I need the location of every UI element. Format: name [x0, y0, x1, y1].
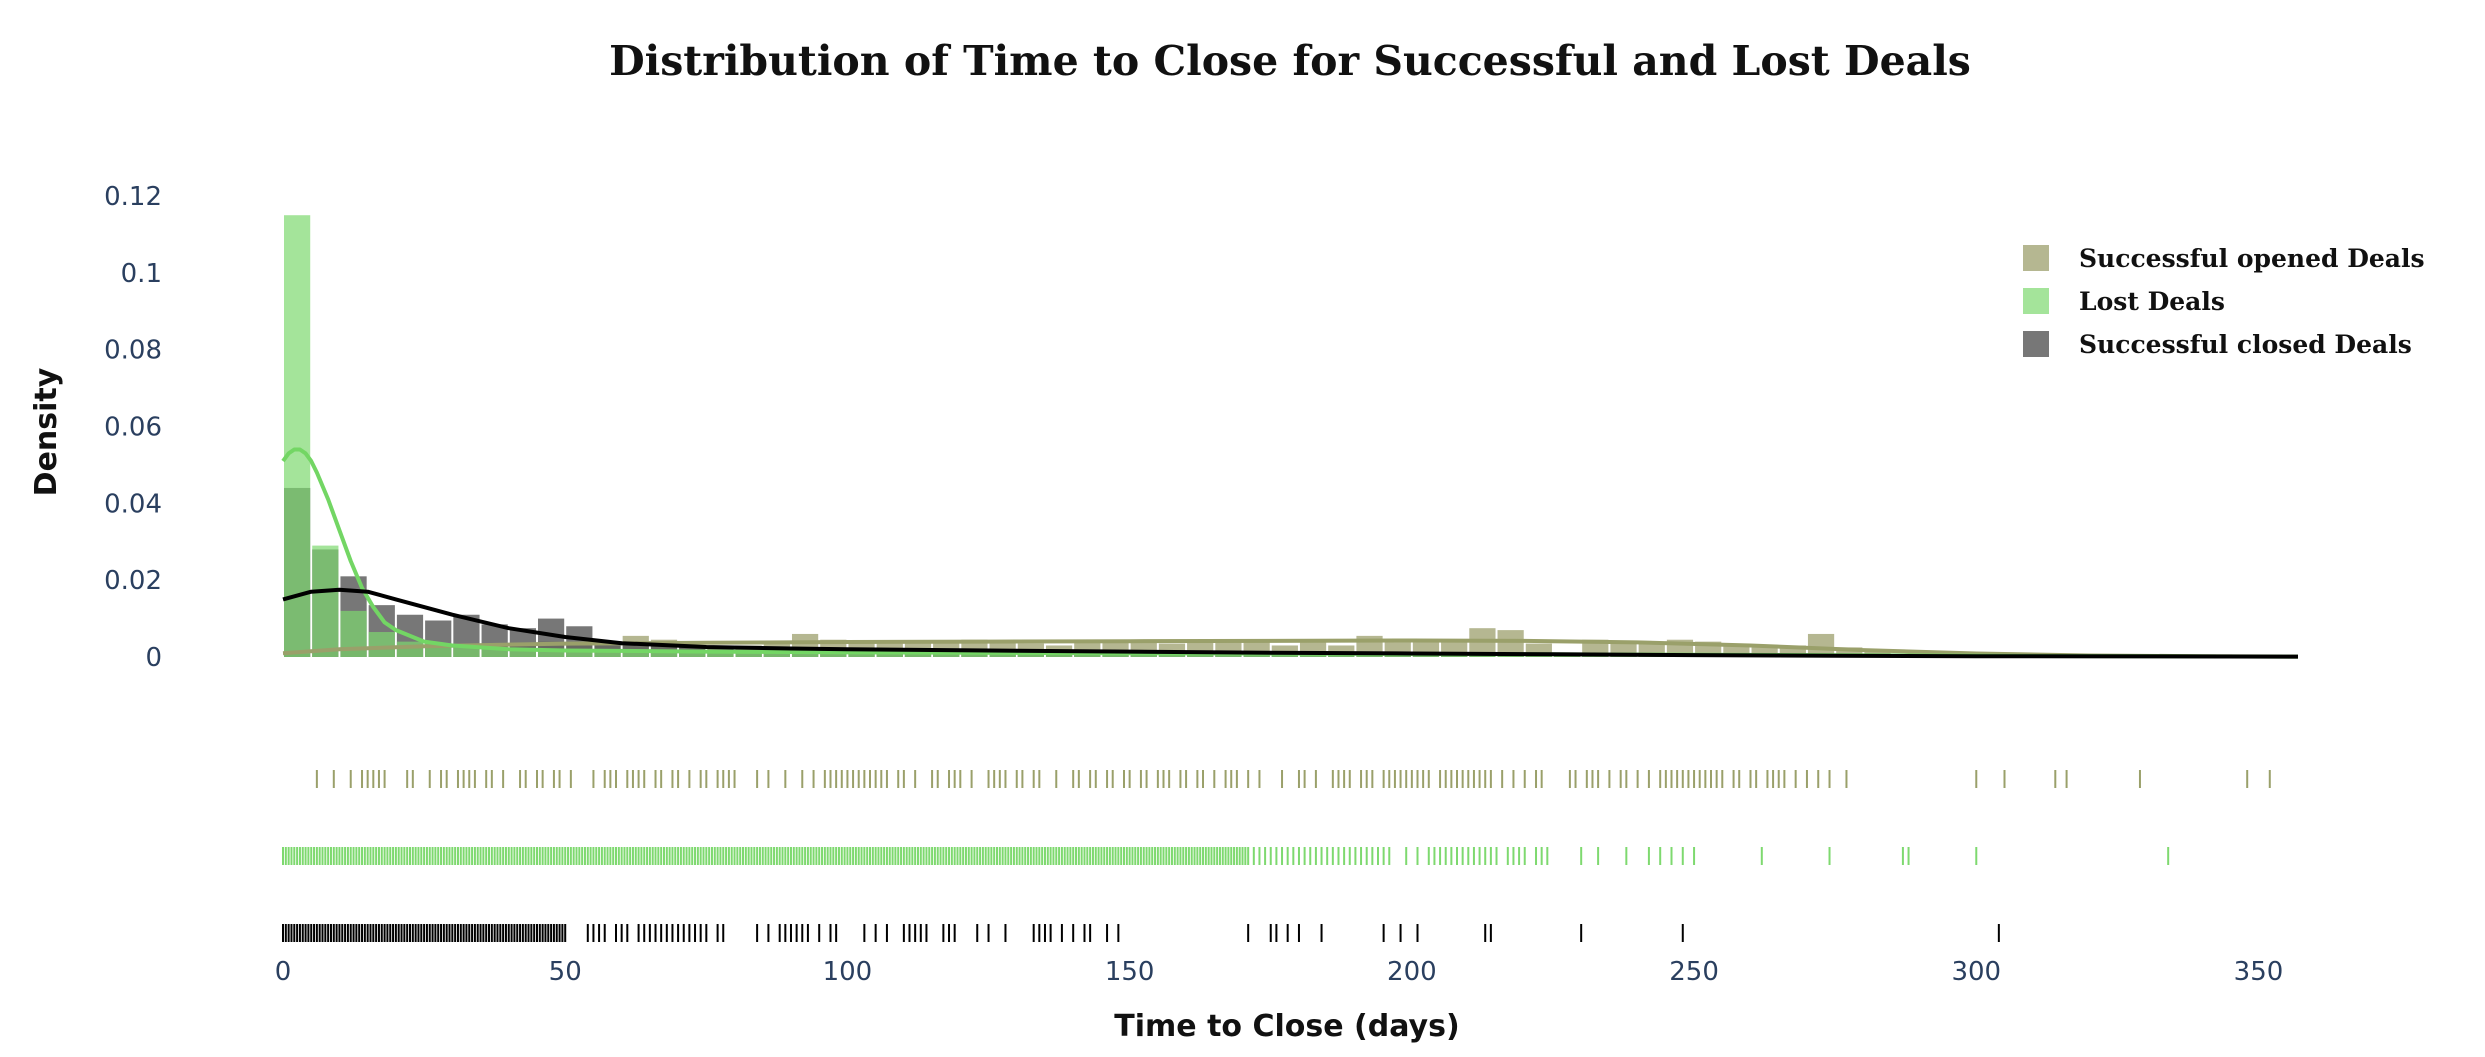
rug-row: [315, 770, 2271, 788]
legend-swatch: [2023, 288, 2049, 314]
histogram-bar: [284, 215, 311, 658]
histogram-bar: [1215, 653, 1242, 657]
histogram-bar: [763, 653, 790, 657]
x-tick-label: 300: [1951, 957, 2001, 987]
histogram-bar: [396, 641, 424, 657]
histogram-bar: [848, 653, 875, 657]
histogram-bar: [1158, 653, 1186, 657]
x-tick-label: 150: [1105, 957, 1155, 987]
histogram-bar: [735, 653, 762, 657]
histogram-bar: [989, 653, 1016, 657]
histogram-bar: [791, 653, 819, 657]
histogram-bar: [933, 653, 960, 657]
histogram-bar: [679, 651, 706, 657]
histogram-bar: [537, 649, 565, 657]
histogram-bar: [1779, 645, 1806, 657]
histogram-bar: [707, 653, 734, 657]
y-tick-label: 0.02: [104, 566, 162, 596]
histogram-bar: [1723, 645, 1750, 657]
x-tick-label: 0: [275, 957, 292, 987]
y-tick-label: 0.08: [104, 336, 162, 366]
histogram-bar: [481, 647, 508, 657]
histogram-bar: [876, 653, 903, 657]
y-tick-label: 0.12: [104, 182, 162, 212]
y-tick-label: 0.06: [104, 413, 162, 443]
histogram-bar: [453, 645, 480, 657]
histogram-bar: [368, 632, 395, 657]
legend-label: Lost Deals: [2079, 287, 2225, 316]
y-tick-label: 0.1: [121, 259, 162, 289]
x-tick-label: 50: [549, 957, 582, 987]
x-tick-label: 350: [2234, 957, 2284, 987]
histogram-bar: [961, 653, 988, 657]
legend-label: Successful closed Deals: [2079, 330, 2412, 359]
chart-title: Distribution of Time to Close for Succes…: [609, 37, 1971, 85]
histogram-bar: [904, 653, 932, 657]
histogram-bar: [1045, 653, 1073, 657]
legend-label: Successful opened Deals: [2079, 244, 2425, 273]
histogram-bar: [566, 649, 593, 657]
y-tick-label: 0: [145, 643, 162, 673]
x-tick-label: 100: [823, 957, 873, 987]
histogram-bar: [1807, 633, 1835, 657]
y-axis-title: Density: [29, 367, 64, 496]
histogram-bar: [312, 545, 339, 657]
legend-swatch: [2023, 331, 2049, 357]
kde-curve: [282, 638, 2299, 659]
x-tick-label: 200: [1387, 957, 1437, 987]
histogram-bar: [622, 651, 649, 657]
density-curves: [281, 447, 2299, 659]
histogram-bar: [1102, 653, 1129, 657]
y-axis-ticks: 0 0.02 0.04 0.06 0.08 0.1 0.12: [104, 182, 162, 673]
histogram-bar: [1836, 647, 1863, 657]
rug-plots: [282, 770, 2271, 942]
kde-curve: [282, 587, 2299, 659]
histogram-bar: [509, 649, 536, 657]
histogram-bar: [1187, 653, 1214, 657]
histogram-bar: [594, 651, 621, 657]
legend: Successful opened Deals Lost Deals Success…: [2023, 244, 2425, 359]
histogram-bar: [1130, 653, 1157, 657]
histogram-bar: [650, 651, 678, 657]
histogram-bar: [1074, 653, 1101, 657]
histogram-bar: [1017, 653, 1044, 657]
x-tick-label: 250: [1669, 957, 1719, 987]
x-axis-ticks: 0 50 100 150 200 250 300 350: [275, 957, 2284, 987]
x-axis-title: Time to Close (days): [1114, 1009, 1459, 1044]
rug-row: [282, 924, 2000, 942]
histogram-bar: [1751, 647, 1778, 657]
rug-row: [282, 847, 2170, 865]
histogram-bar: [820, 653, 847, 657]
legend-swatch: [2023, 245, 2049, 271]
y-tick-label: 0.04: [104, 489, 162, 519]
